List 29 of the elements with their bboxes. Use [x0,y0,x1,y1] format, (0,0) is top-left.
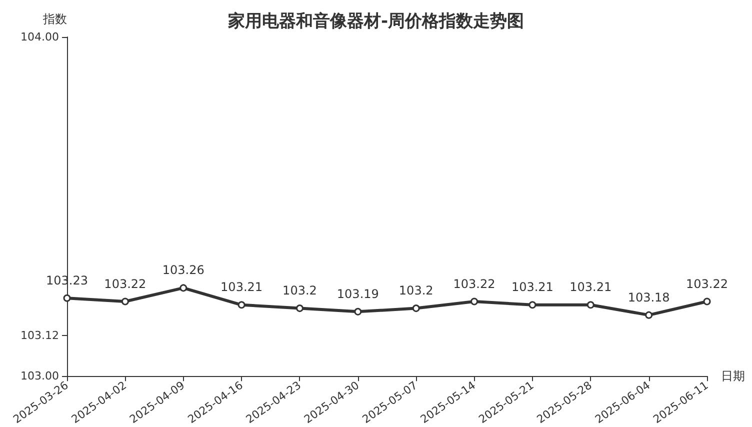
data-label: 103.19 [336,286,379,301]
point [528,301,536,309]
point [296,304,304,312]
data-label: 103.22 [104,276,146,291]
y-axis-title: 指数 [42,12,67,26]
data-label: 103.22 [686,276,728,291]
data-label: 103.21 [511,280,554,294]
data-label: 103.21 [220,280,263,294]
y-tick-label: 103.12 [20,328,59,342]
point [703,298,711,306]
point [586,301,594,309]
point [121,298,129,306]
point [470,298,478,306]
data-label: 103.2 [398,284,434,298]
point [645,311,653,319]
point [238,301,246,309]
point [180,284,188,292]
data-label: 103.26 [162,263,204,278]
data-label: 103.2 [282,284,317,298]
point [63,294,71,302]
data-label: 103.21 [570,280,612,294]
x-axis-title: 日期 [721,369,745,384]
y-tick-label: 104.00 [20,30,59,44]
y-tick-label: 103.00 [20,370,59,383]
data-label: 103.22 [453,276,496,291]
data-label: 103.18 [628,290,670,304]
point [412,304,420,312]
chart-title: 家用电器和音像器材-周价格指数走势图 [226,12,524,32]
point [354,308,362,316]
